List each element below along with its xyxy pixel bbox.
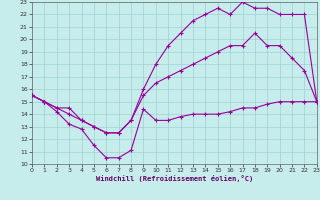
X-axis label: Windchill (Refroidissement éolien,°C): Windchill (Refroidissement éolien,°C) (96, 175, 253, 182)
